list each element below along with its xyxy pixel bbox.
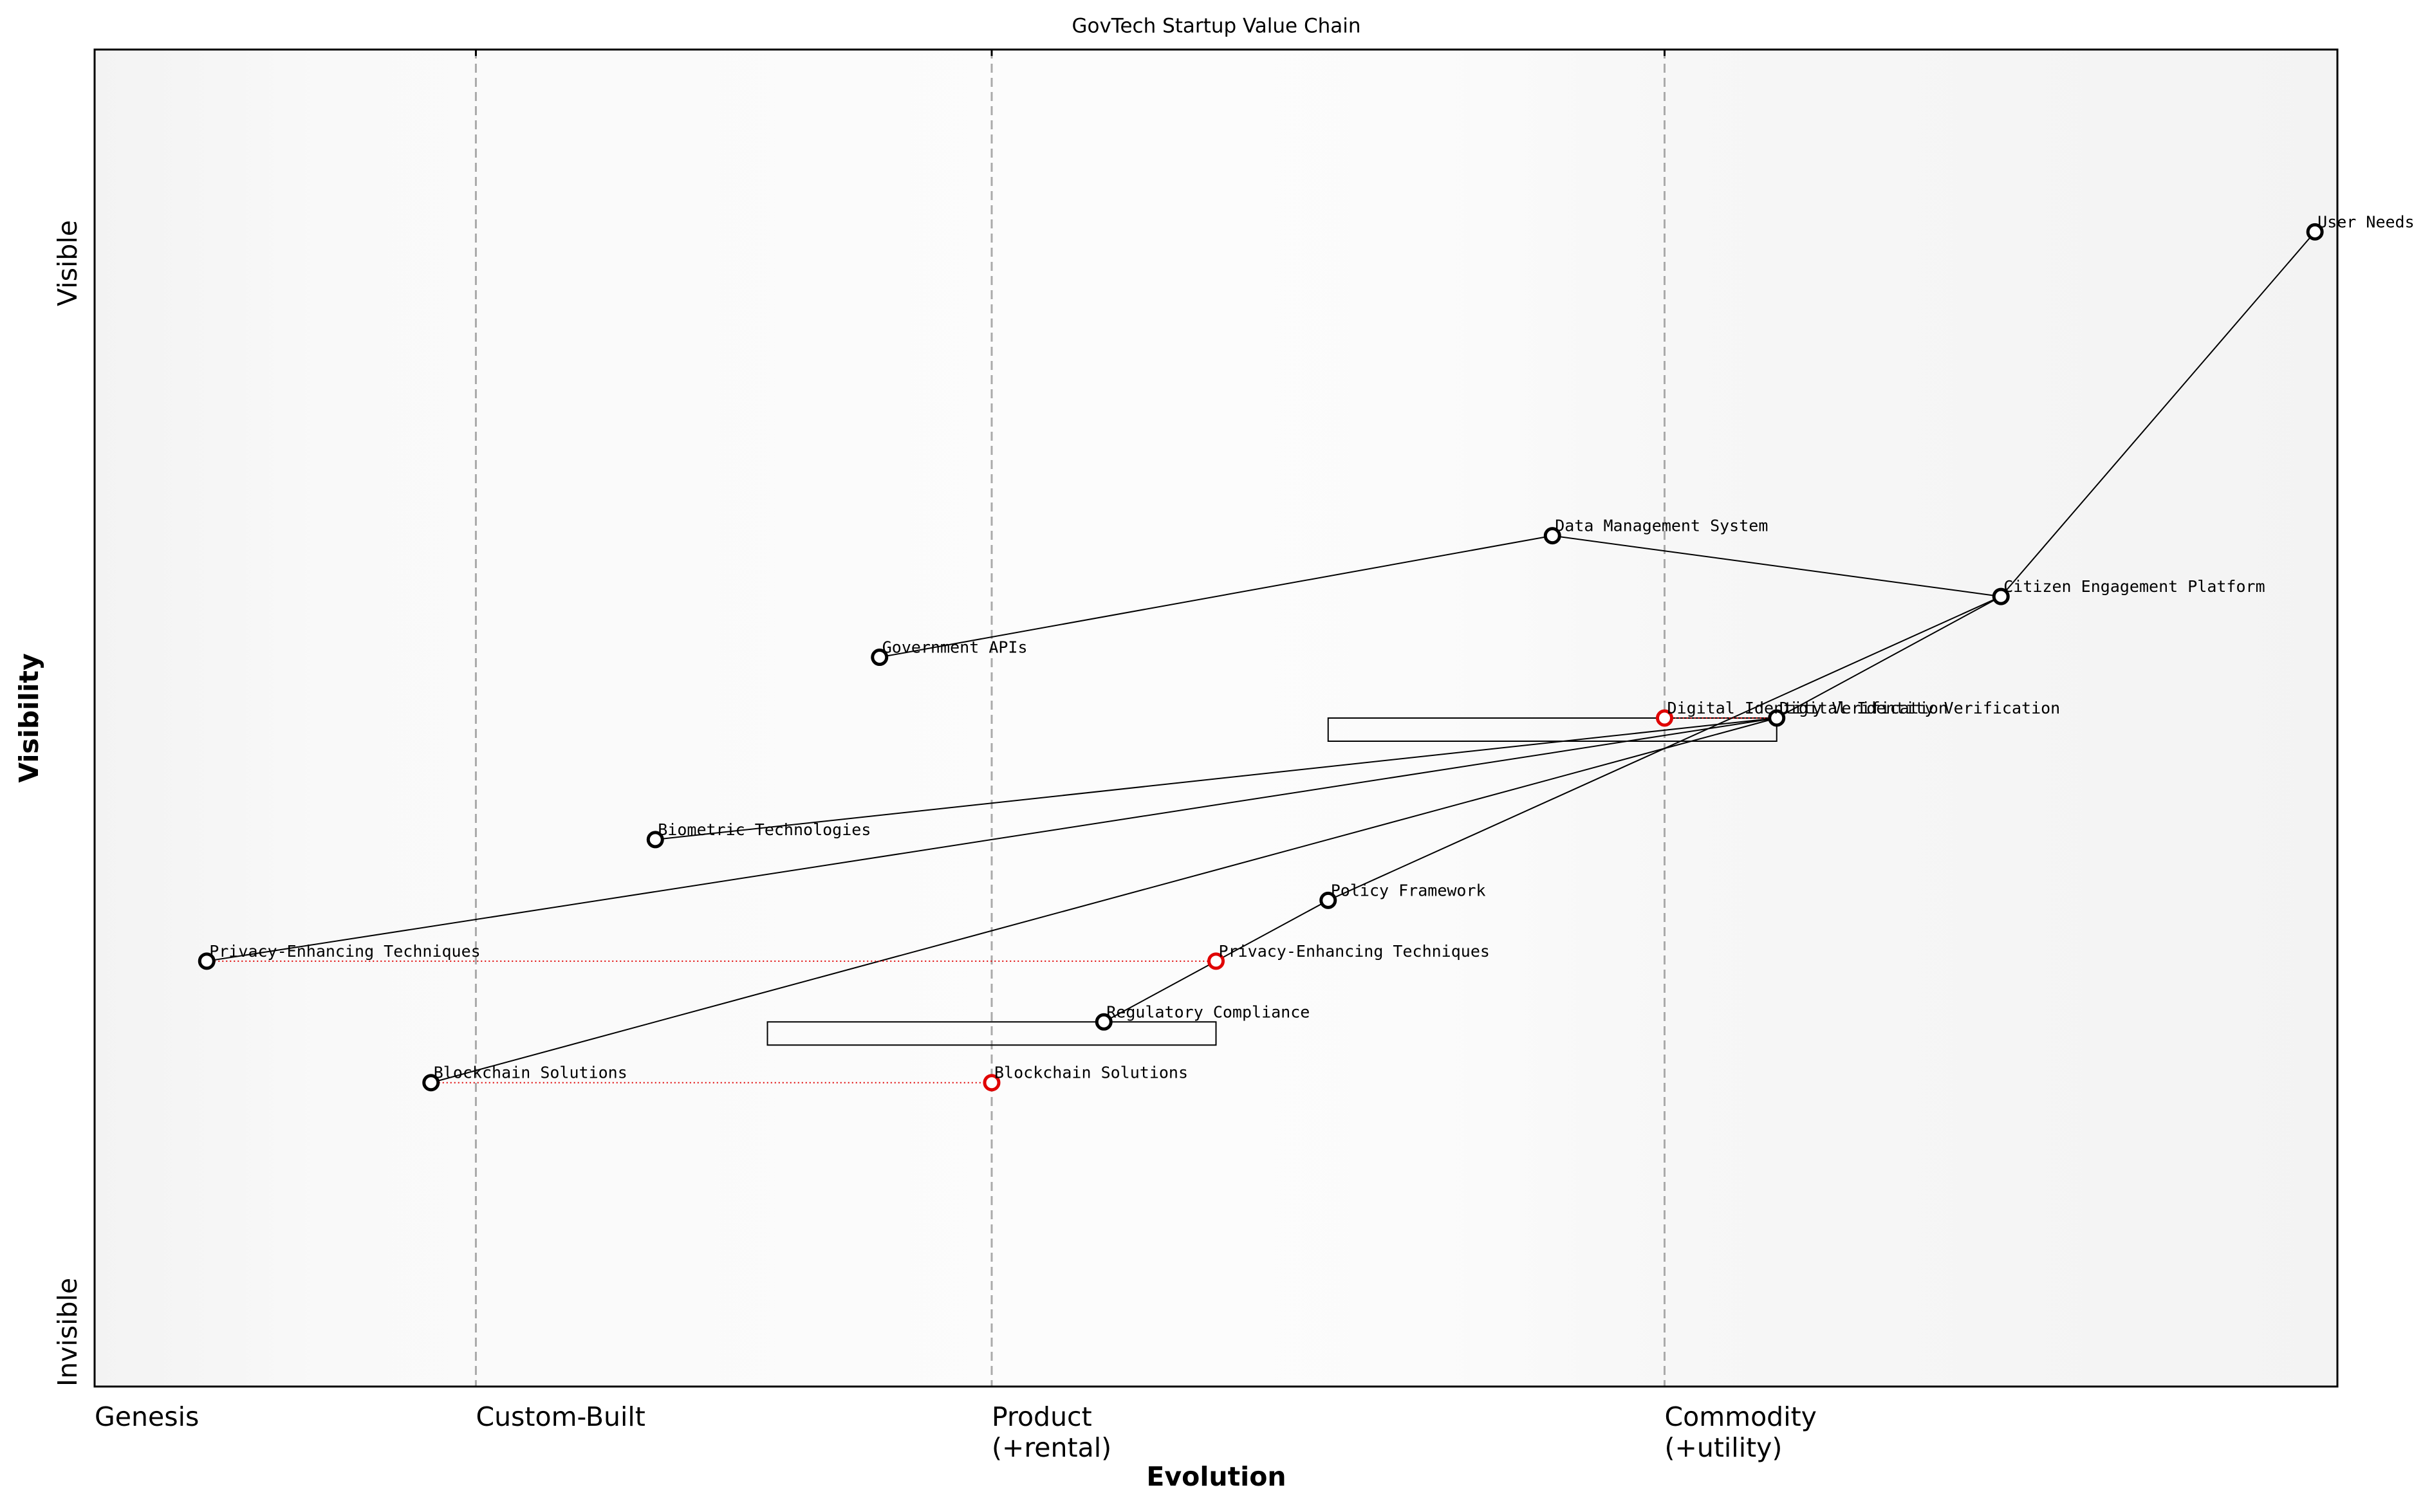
chart-title: GovTech Startup Value Chain (1072, 15, 1360, 38)
component-label: Citizen Engagement Platform (2003, 577, 2265, 596)
component-label: Government APIs (882, 638, 1028, 657)
link (1552, 535, 2001, 598)
component-label: Data Management System (1555, 517, 1768, 535)
stage-label: Product (992, 1401, 1092, 1432)
evolved-label: Privacy-Enhancing Techniques (1219, 942, 1490, 961)
evolved-label: Blockchain Solutions (994, 1064, 1188, 1082)
component-marker (871, 649, 889, 667)
inertia-box (1327, 717, 1778, 742)
link (879, 535, 1553, 658)
component-label: Biometric Technologies (658, 820, 871, 839)
link (1776, 596, 2001, 719)
component-marker (198, 952, 216, 970)
component-marker (1768, 709, 1786, 727)
stage-label: Custom-Built (476, 1401, 645, 1432)
component-label: User Needs (2317, 212, 2415, 231)
plot-background (95, 50, 2337, 1387)
link (207, 717, 1777, 962)
plot-layer: Genesis Custom-Built Product(+rental) Commo… (95, 50, 2415, 1463)
x-axis-title: Evolution (1146, 1461, 1286, 1492)
component-label: Policy Framework (1331, 881, 1486, 899)
y-axis-title: Visibility (14, 653, 44, 782)
inertia-box (766, 1021, 1217, 1046)
component-label: Digital Identity Verification (1779, 699, 2061, 717)
component-label: Regulatory Compliance (1106, 1002, 1310, 1021)
y-top-label: Visible (52, 220, 83, 306)
y-bottom-label: Invisible (52, 1278, 83, 1387)
component-marker (2306, 223, 2324, 241)
plot-frame (93, 48, 2339, 1388)
evolved-marker (1656, 709, 1673, 727)
stage-label: Genesis (95, 1401, 199, 1432)
stage-label: (+rental) (992, 1432, 1111, 1463)
evolved-marker (983, 1074, 1001, 1092)
component-marker (422, 1074, 440, 1092)
evolved-label: Digital Identity Verification (1667, 699, 1949, 717)
component-label: Blockchain Solutions (434, 1064, 627, 1082)
component-marker (1319, 891, 1337, 909)
link (655, 717, 1777, 840)
component-marker (1992, 587, 2010, 605)
link (431, 717, 1778, 1083)
component-marker (1095, 1013, 1113, 1031)
evolved-marker (1207, 952, 1225, 970)
component-label: Privacy-Enhancing Techniques (209, 942, 480, 961)
component-marker (646, 831, 664, 849)
stage-label: (+utility) (1665, 1432, 1783, 1463)
component-marker (1543, 527, 1561, 545)
link (2000, 231, 2316, 597)
stage-label: Commodity (1665, 1401, 1817, 1432)
